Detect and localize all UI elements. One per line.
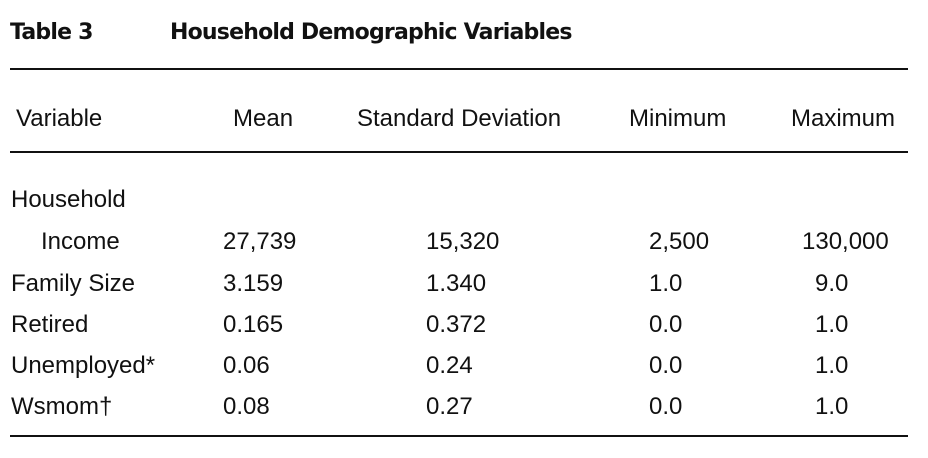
table-caption: Table 3 Household Demographic Variables xyxy=(10,20,572,45)
cell-maximum: 9.0 xyxy=(815,270,849,297)
cell-standard-deviation: 1.340 xyxy=(426,270,487,297)
table-number: Table 3 xyxy=(10,20,93,45)
column-header-maximum: Maximum xyxy=(791,105,896,132)
cell-standard-deviation: 0.372 xyxy=(426,311,487,338)
cell-maximum: 130,000 xyxy=(802,228,889,255)
row-variable-label: Retired xyxy=(11,311,89,338)
column-header-variable: Variable xyxy=(16,105,103,132)
cell-standard-deviation: 15,320 xyxy=(426,228,500,255)
cell-mean: 0.08 xyxy=(223,393,270,420)
cell-mean: 0.165 xyxy=(223,311,284,338)
header-rule xyxy=(10,151,908,153)
column-header-mean: Mean xyxy=(233,105,294,132)
cell-minimum: 0.0 xyxy=(649,352,683,379)
cell-minimum: 0.0 xyxy=(649,311,683,338)
bottom-rule xyxy=(10,435,908,437)
row-variable-label: Income xyxy=(41,228,120,255)
cell-minimum: 2,500 xyxy=(649,228,710,255)
cell-minimum: 0.0 xyxy=(649,393,683,420)
cell-maximum: 1.0 xyxy=(815,352,849,379)
column-header-minimum: Minimum xyxy=(629,105,727,132)
row-variable-label: Family Size xyxy=(11,270,136,297)
cell-maximum: 1.0 xyxy=(815,311,849,338)
row-variable-label: Wsmom† xyxy=(11,393,113,420)
top-rule xyxy=(10,68,908,70)
cell-mean: 0.06 xyxy=(223,352,270,379)
cell-mean: 27,739 xyxy=(223,228,297,255)
cell-minimum: 1.0 xyxy=(649,270,683,297)
cell-maximum: 1.0 xyxy=(815,393,849,420)
row-variable-label-line1: Household xyxy=(11,186,126,213)
cell-standard-deviation: 0.27 xyxy=(426,393,473,420)
cell-standard-deviation: 0.24 xyxy=(426,352,473,379)
table-title: Household Demographic Variables xyxy=(170,20,572,45)
column-header-standard-deviation: Standard Deviation xyxy=(357,105,562,132)
row-variable-label: Unemployed* xyxy=(11,352,156,379)
cell-mean: 3.159 xyxy=(223,270,284,297)
